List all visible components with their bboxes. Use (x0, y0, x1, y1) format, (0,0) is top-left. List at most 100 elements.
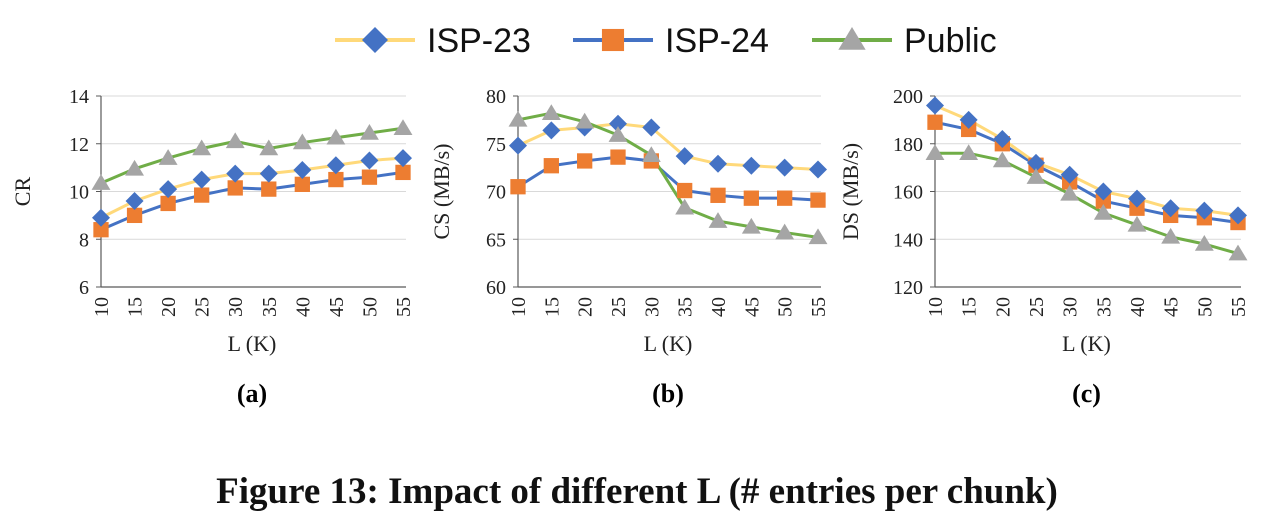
data-point-isp-24 (294, 176, 310, 192)
y-axis-label: CR (10, 177, 35, 207)
x-tick-label: 35 (675, 297, 697, 317)
y-tick-label: 6 (79, 277, 89, 299)
data-point-public (91, 174, 111, 190)
chart-panels: 6 8 10 12 14 10 15 20 25 30 35 40 45 50 55 L (K) CR (a) 60… (10, 86, 1250, 408)
data-point-public (359, 124, 379, 140)
data-point-isp-23 (1229, 206, 1247, 225)
x-tick-label: 20 (158, 297, 180, 317)
data-point-isp-23 (609, 114, 627, 133)
data-point-isp-24 (261, 181, 277, 197)
y-axis-label: CS (MB/s) (429, 144, 454, 240)
data-point-isp-23 (159, 180, 178, 199)
data-point-isp-23 (326, 156, 345, 175)
data-point-isp-23 (1027, 153, 1045, 172)
data-point-public (641, 146, 661, 162)
data-point-public (741, 217, 761, 234)
x-tick-label: 15 (541, 297, 563, 317)
x-tick-label: 55 (1228, 297, 1250, 317)
data-point-isp-24 (510, 179, 526, 195)
x-tick-label: 15 (959, 297, 981, 317)
data-point-public (326, 128, 346, 145)
data-point-isp-24 (1095, 193, 1111, 209)
data-point-isp-24 (1129, 200, 1145, 216)
data-point-public (1127, 215, 1147, 232)
data-point-public (1060, 184, 1080, 201)
x-tick-label: 40 (292, 297, 314, 317)
data-point-isp-23 (809, 160, 827, 179)
data-point-public (1228, 244, 1248, 261)
data-point-isp-23 (192, 170, 211, 189)
x-tick-label: 30 (641, 297, 663, 317)
x-tick-label: 25 (608, 297, 630, 317)
subplot-label: (c) (1072, 379, 1101, 408)
subplot-label: (a) (237, 379, 267, 408)
data-point-isp-24 (677, 182, 693, 199)
data-point-isp-23 (926, 96, 944, 115)
legend-entry-isp-24: ISP-24 (573, 22, 769, 60)
y-tick-label: 14 (69, 86, 89, 108)
subplot-label: (b) (652, 379, 684, 408)
series-line-public (935, 151, 1239, 256)
x-tick-label: 45 (326, 297, 348, 317)
data-point-isp-23 (642, 118, 661, 137)
data-point-public (225, 132, 245, 149)
data-point-isp-24 (810, 192, 826, 208)
data-point-public (1026, 168, 1046, 184)
x-tick-label: 55 (808, 297, 830, 317)
figure-caption: Figure 13: Impact of different L (# entr… (216, 471, 1058, 512)
data-point-public (925, 144, 945, 161)
legend-marker (601, 28, 625, 52)
x-tick-label: 40 (1127, 297, 1149, 317)
series-line-public (517, 111, 819, 239)
legend-marker (838, 27, 866, 50)
legend-marker (362, 27, 388, 53)
series-line-isp-23 (100, 156, 404, 220)
data-point-public (508, 110, 528, 127)
y-tick-label: 140 (893, 229, 923, 251)
y-tick-label: 200 (893, 86, 923, 108)
data-point-isp-23 (1161, 199, 1180, 218)
data-point-isp-24 (361, 169, 378, 185)
data-point-isp-23 (675, 147, 694, 166)
data-point-isp-23 (226, 164, 245, 183)
x-tick-label: 35 (1093, 297, 1115, 317)
data-point-isp-23 (959, 110, 978, 129)
legend-entry-isp-23: ISP-23 (335, 22, 531, 60)
data-point-isp-23 (709, 154, 727, 173)
data-point-isp-24 (160, 195, 176, 212)
data-point-public (1093, 203, 1113, 220)
x-tick-label: 50 (775, 297, 797, 317)
x-tick-label: 25 (1026, 297, 1048, 317)
data-point-public (675, 198, 695, 215)
x-tick-label: 30 (225, 297, 247, 317)
x-tick-label: 35 (259, 297, 281, 317)
data-point-isp-23 (1094, 182, 1113, 201)
x-tick-label: 50 (359, 297, 381, 317)
chart-panel-b: 60 65 70 75 80 10 15 20 25 30 35 40 45 50 55 L (K) CS (M… (429, 86, 830, 408)
chart-panel-a: 6 8 10 12 14 10 15 20 25 30 35 40 45 50 55 L (K) CR (a) (10, 86, 415, 408)
x-tick-label: 55 (393, 297, 415, 317)
data-point-public (292, 133, 312, 150)
data-point-public (125, 159, 145, 176)
data-point-public (959, 144, 979, 161)
x-tick-label: 30 (1060, 297, 1082, 317)
data-point-isp-23 (509, 136, 527, 155)
x-tick-label: 50 (1194, 297, 1216, 317)
data-point-isp-24 (93, 222, 109, 238)
y-tick-label: 120 (893, 277, 923, 299)
data-point-public (259, 139, 279, 156)
data-point-isp-24 (610, 149, 626, 165)
data-point-isp-23 (542, 121, 561, 140)
series-line-isp-24 (934, 120, 1239, 225)
x-axis-label: L (K) (644, 331, 693, 356)
data-point-isp-23 (1060, 165, 1079, 184)
y-tick-label: 180 (893, 134, 923, 156)
data-point-isp-23 (293, 161, 312, 180)
data-point-isp-23 (775, 158, 794, 177)
y-tick-label: 160 (893, 182, 923, 204)
data-point-public (708, 212, 728, 228)
data-point-isp-24 (395, 164, 411, 181)
data-point-isp-24 (194, 187, 210, 203)
data-point-public (158, 149, 178, 165)
